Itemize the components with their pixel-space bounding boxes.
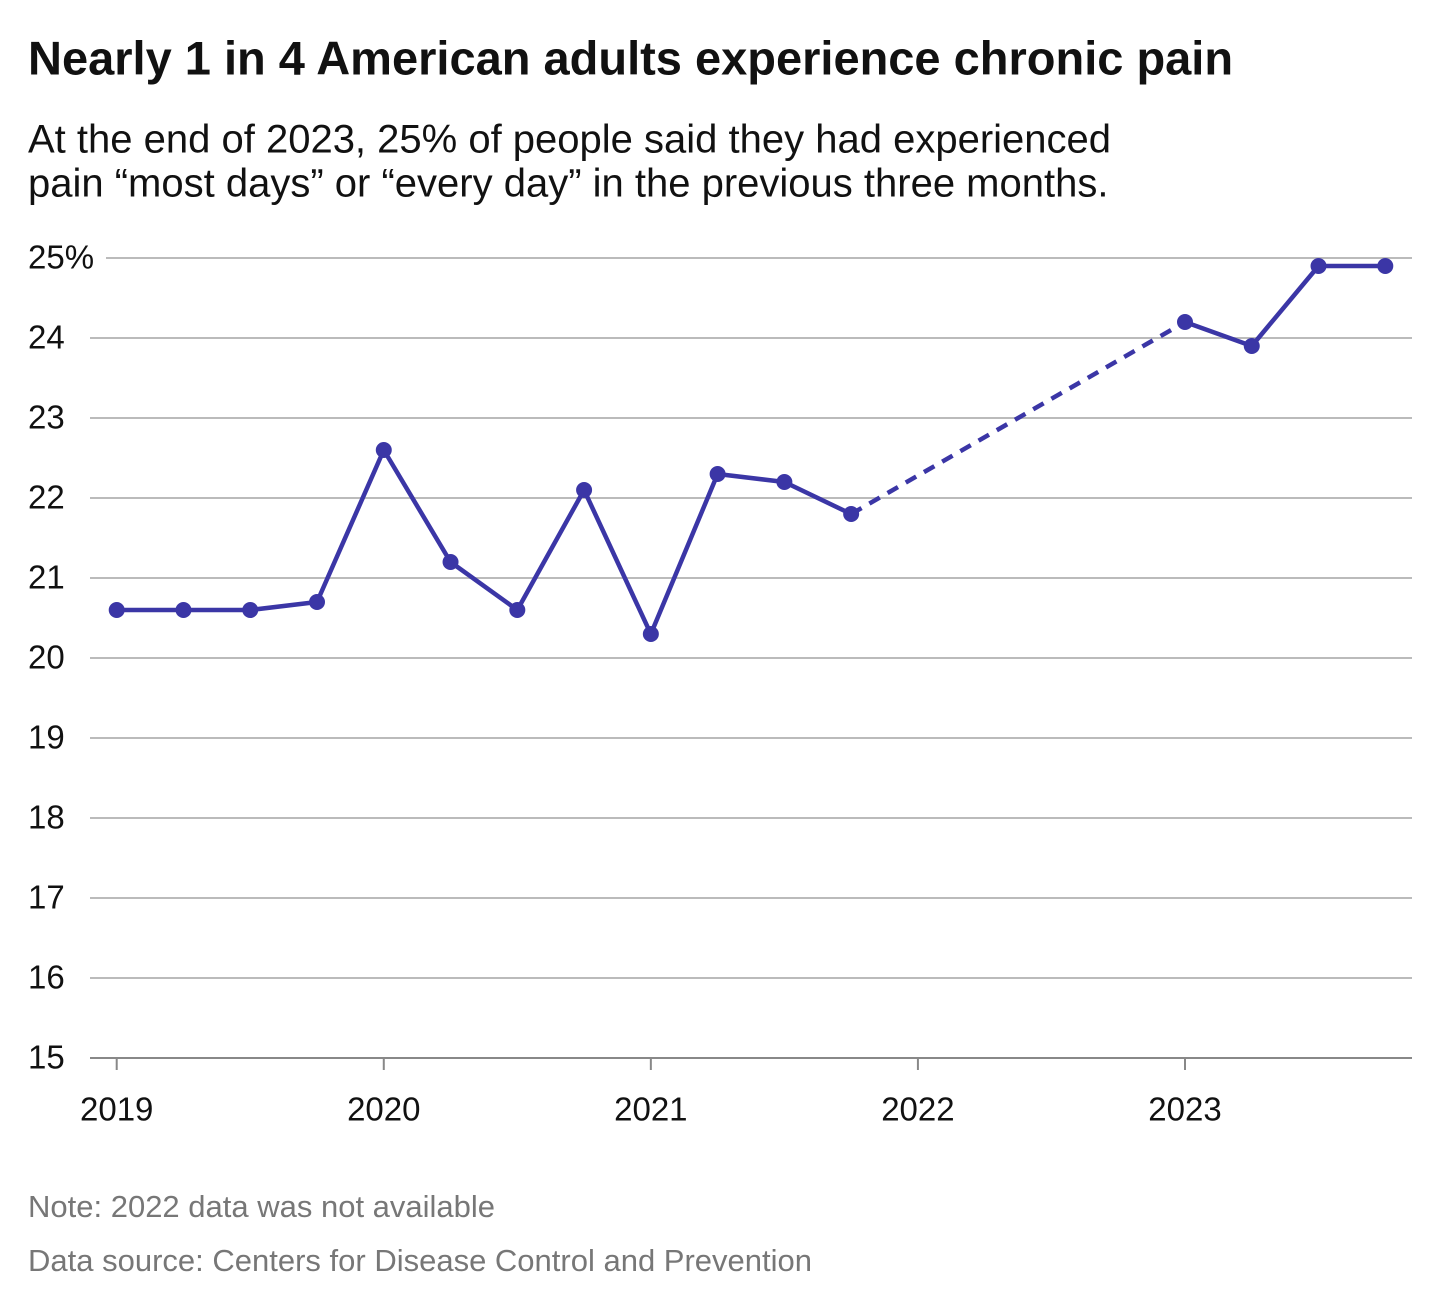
chart-subtitle: At the end of 2023, 25% of people said t…: [28, 118, 1111, 162]
y-tick-label: 23: [28, 399, 65, 436]
data-point: [709, 466, 726, 482]
x-tick-label: 2020: [347, 1091, 420, 1128]
chart-subtitle: pain “most days” or “every day” in the p…: [28, 162, 1108, 206]
data-point: [1310, 258, 1327, 274]
data-line: [1184, 263, 1386, 349]
data-point: [1243, 338, 1260, 354]
y-tick-label: 16: [28, 959, 65, 996]
data-point: [175, 602, 192, 618]
source: Data source: Centers for Disease Control…: [28, 1243, 812, 1278]
y-tick-label: 20: [28, 639, 65, 676]
data-point: [242, 602, 259, 618]
y-tick-label: 15: [28, 1039, 65, 1076]
data-point: [642, 626, 659, 642]
note: Note: 2022 data was not available: [28, 1189, 495, 1224]
y-tick-label: 19: [28, 719, 65, 756]
data-point: [843, 506, 860, 522]
x-tick-label: 2019: [80, 1091, 153, 1128]
data-line: [116, 447, 853, 637]
data-point: [375, 442, 392, 458]
data-point: [1176, 314, 1193, 330]
data-point: [309, 594, 326, 610]
y-tick-label: 18: [28, 799, 65, 836]
data-point: [776, 474, 793, 490]
y-tick-label: 17: [28, 879, 65, 916]
data-point: [509, 602, 526, 618]
data-point: [442, 554, 459, 570]
chart-title: Nearly 1 in 4 American adults experience…: [28, 31, 1233, 84]
x-tick-label: 2021: [614, 1091, 687, 1128]
data-point: [576, 482, 593, 498]
y-tick-label: 21: [28, 559, 65, 596]
data-point: [1377, 258, 1394, 274]
gap-line: [850, 320, 1187, 516]
data-point: [108, 602, 125, 618]
y-tick-label: 22: [28, 479, 65, 516]
y-tick-label: 25%: [28, 239, 94, 276]
x-tick-label: 2023: [1148, 1091, 1221, 1128]
y-tick-label: 24: [28, 319, 65, 356]
x-tick-label: 2022: [881, 1091, 954, 1128]
